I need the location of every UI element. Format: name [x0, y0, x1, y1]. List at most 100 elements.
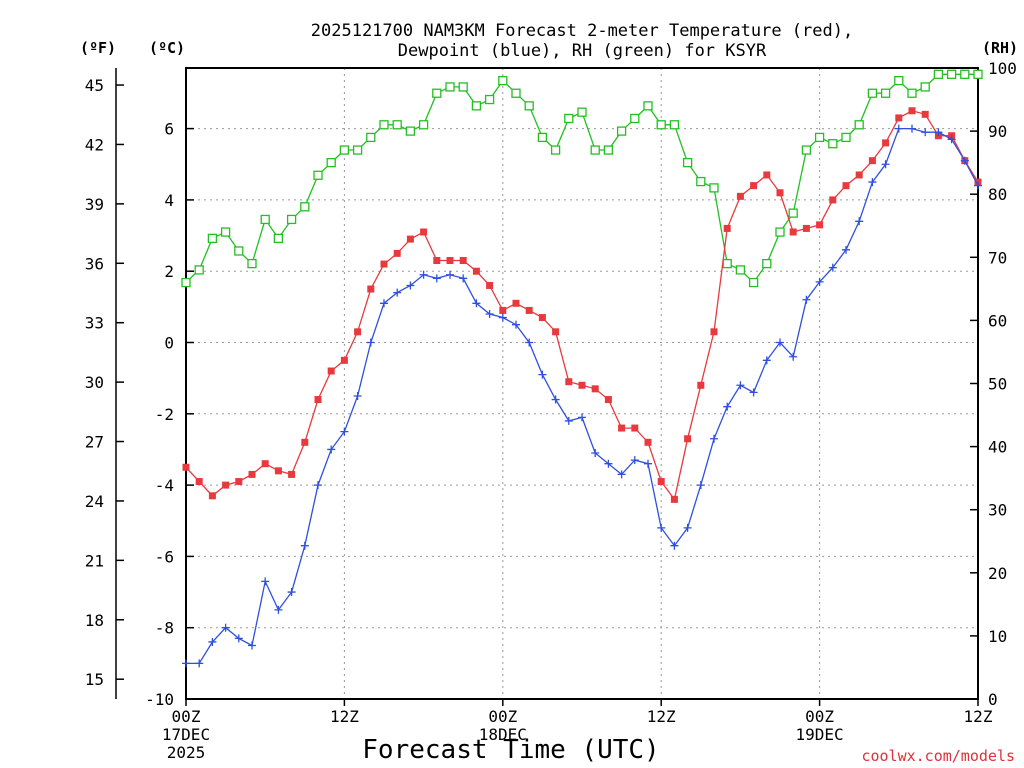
rh-point	[392, 120, 402, 130]
rh-point	[907, 88, 917, 98]
temperature-point	[763, 171, 771, 179]
temperature-point	[697, 381, 705, 389]
rh-point	[960, 69, 970, 79]
rh-point	[498, 75, 508, 86]
dewpoint-point	[380, 299, 388, 308]
rh-point	[603, 145, 614, 155]
chart-title-line1: 2025121700 NAM3KM Forecast 2-meter Tempe…	[311, 21, 853, 41]
dewpoint-point	[485, 309, 494, 318]
temperature-point	[261, 460, 269, 468]
temperature-point	[631, 424, 639, 432]
temperature-point	[327, 367, 335, 375]
x-tick-label: 00Z	[805, 707, 834, 726]
rh-point	[550, 145, 561, 155]
dewpoint-point	[802, 295, 811, 304]
temperature-point	[354, 328, 362, 336]
celsius-tick-label: -6	[155, 547, 174, 566]
rh-point	[696, 176, 706, 187]
celsius-tick-label: 0	[164, 334, 174, 353]
dewpoint-point	[630, 456, 639, 465]
temperature-point	[525, 306, 533, 314]
x-tick-label: 00Z	[172, 707, 201, 726]
rh-point	[643, 101, 653, 111]
rh-point	[775, 227, 785, 237]
dewpoint-point	[657, 523, 666, 532]
fahrenheit-tick-label: 15	[85, 670, 104, 689]
temperature-point	[208, 492, 216, 500]
temperature-point	[472, 267, 480, 275]
rh-tick-label: 100	[988, 59, 1017, 78]
dewpoint-point	[842, 245, 850, 254]
temperature-point	[340, 356, 348, 364]
temperature-point	[710, 328, 718, 336]
temperature-point	[420, 228, 428, 236]
dewpoint-point	[248, 641, 256, 650]
rh-tick-label: 0	[988, 690, 998, 709]
rh-point	[379, 120, 389, 130]
dewpoint-point	[406, 281, 415, 290]
dewpoint-point	[432, 274, 441, 283]
fahrenheit-tick-label: 27	[85, 433, 104, 452]
fahrenheit-tick-label: 45	[85, 76, 104, 95]
temperature-point	[459, 257, 467, 265]
dewpoint-point	[696, 481, 705, 490]
temperature-point	[380, 260, 388, 268]
dewpoint-point	[287, 588, 296, 597]
dewpoint-point	[578, 413, 586, 422]
fahrenheit-unit-label: (ºF)	[80, 39, 116, 57]
rh-point	[286, 214, 297, 225]
rh-tick-label: 30	[988, 501, 1007, 520]
temperature-point	[222, 481, 230, 489]
rh-tick-label: 10	[988, 627, 1007, 646]
x-tick-date: 19DEC	[796, 725, 844, 744]
dewpoint-point	[419, 270, 428, 279]
x-tick-label: 12Z	[330, 707, 359, 726]
dewpoint-point	[815, 277, 824, 286]
temperature-point	[433, 257, 441, 265]
dewpoint-point	[353, 391, 362, 400]
rh-point	[920, 82, 930, 92]
rh-point	[828, 139, 838, 149]
x-tick-date: 18DEC	[479, 725, 527, 744]
temperature-point	[486, 281, 494, 289]
rh-point	[748, 277, 759, 288]
temperature-point	[288, 470, 296, 478]
dewpoint-point	[446, 270, 454, 279]
temperature-point	[578, 381, 586, 389]
rh-point	[656, 120, 666, 130]
rh-point	[418, 120, 429, 130]
rh-point	[814, 132, 825, 143]
dewpoint-point	[921, 128, 930, 137]
dewpoint-point	[908, 124, 916, 133]
dewpoint-point	[538, 370, 547, 379]
dewpoint-point	[868, 178, 877, 187]
dewpoint-point	[393, 288, 402, 297]
dewpoint-point	[182, 659, 190, 668]
rh-point	[366, 132, 376, 143]
rh-point	[537, 132, 548, 143]
rh-point	[709, 183, 719, 193]
temperature-point	[736, 192, 744, 200]
temperature-point	[802, 224, 810, 232]
dewpoint-point	[564, 416, 573, 425]
dewpoint-point	[604, 459, 613, 468]
temperature-point	[816, 221, 824, 229]
temperature-point	[842, 182, 850, 190]
temperature-point	[644, 438, 652, 446]
dewpoint-point	[274, 605, 283, 614]
rh-point	[630, 113, 640, 124]
temperature-point	[908, 107, 916, 115]
rh-point	[590, 145, 600, 155]
temperature-point	[921, 110, 929, 118]
fahrenheit-tick-label: 30	[85, 373, 104, 392]
dewpoint-point	[340, 427, 349, 436]
rh-point	[194, 265, 204, 275]
fahrenheit-tick-label: 18	[85, 611, 104, 630]
x-tick-label: 12Z	[964, 707, 993, 726]
temperature-point	[538, 314, 546, 322]
x-tick-year: 2025	[167, 743, 206, 762]
rh-point	[247, 258, 257, 269]
fahrenheit-tick-label: 42	[85, 135, 104, 154]
